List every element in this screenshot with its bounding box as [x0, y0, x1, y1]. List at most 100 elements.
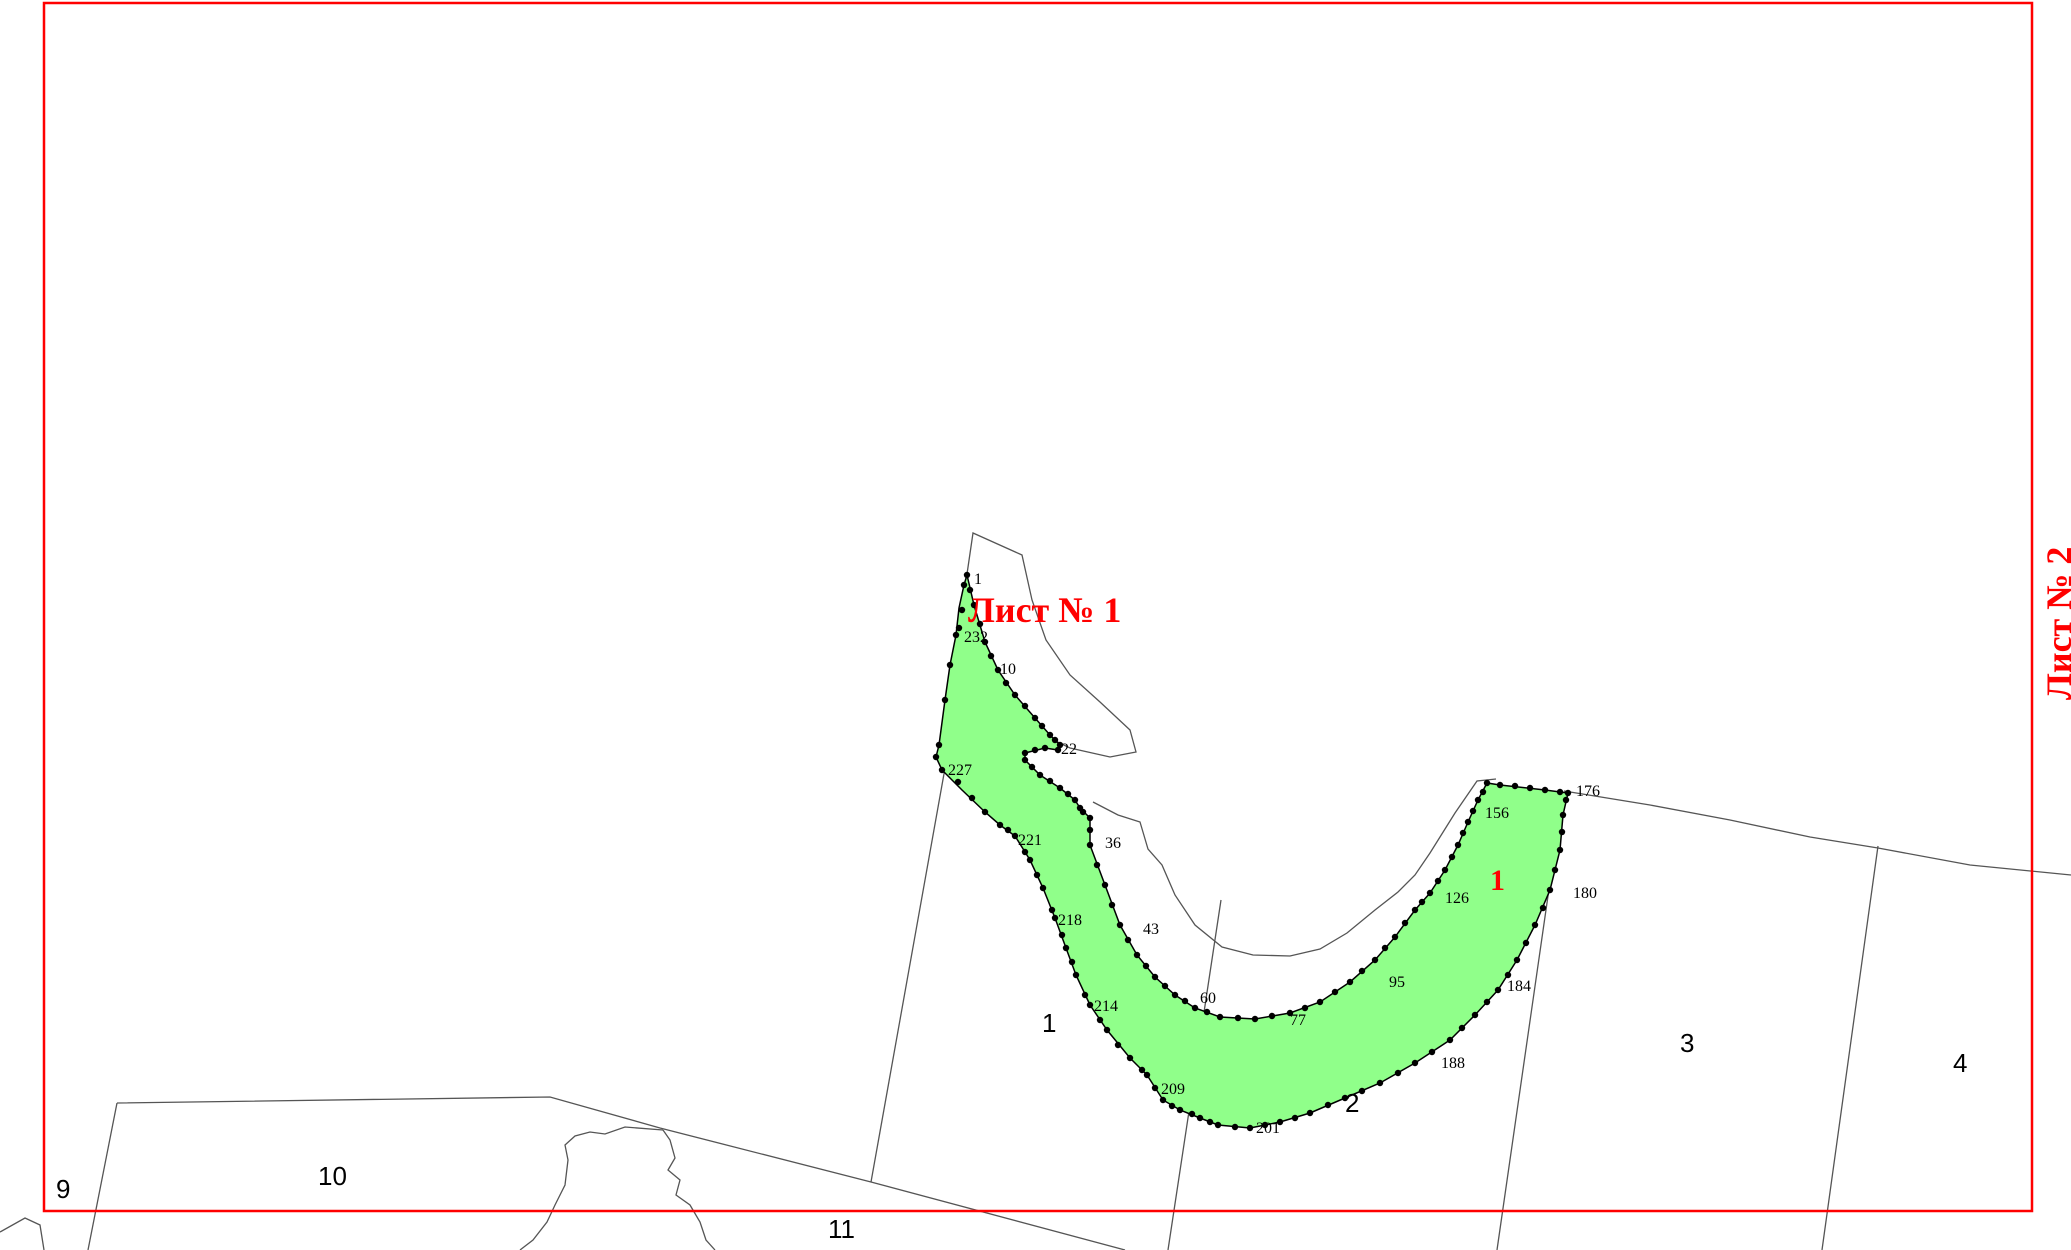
boundary-point: [1216, 1013, 1224, 1021]
boundary-point: [1324, 1101, 1332, 1109]
boundary-point: [960, 581, 968, 589]
parcel-11-boundary: [519, 1126, 664, 1250]
boundary-point: [1531, 921, 1539, 929]
boundary-point: [958, 606, 966, 614]
boundary-point: [1196, 1114, 1204, 1122]
boundary-point: [1096, 1016, 1104, 1024]
boundary-point: [1494, 986, 1502, 994]
boundary-point: [1093, 861, 1101, 869]
boundary-point: [1474, 796, 1482, 804]
boundary-point: [1056, 784, 1064, 792]
boundary-point: [1546, 886, 1554, 894]
boundary-point: [1428, 1048, 1436, 1056]
point-label: 156: [1485, 805, 1509, 822]
boundary-point: [1048, 906, 1056, 914]
boundary-point: [1316, 998, 1324, 1006]
boundary-point: [1448, 853, 1456, 861]
boundary-point: [1026, 856, 1034, 864]
boundary-point: [1171, 991, 1179, 999]
boundary-point: [1081, 991, 1089, 999]
boundary-point: [1028, 763, 1036, 771]
boundary-point: [1301, 1004, 1309, 1012]
boundary-point: [1151, 973, 1159, 981]
boundary-point: [946, 661, 954, 669]
boundary-point: [1504, 971, 1512, 979]
boundary-point: [1021, 848, 1029, 856]
boundary-point: [1231, 1123, 1239, 1131]
boundary-point: [1036, 771, 1044, 779]
parcel-label: 1: [1042, 1008, 1056, 1038]
boundary-point: [1188, 1110, 1196, 1118]
boundary-point: [987, 652, 995, 660]
parcel-9-boundary: [0, 1217, 45, 1250]
boundary-point: [1276, 1118, 1284, 1126]
point-label: 227: [948, 762, 972, 779]
boundary-point: [1038, 722, 1046, 730]
parcel-label: 10: [318, 1161, 347, 1191]
boundary-point: [1004, 826, 1012, 834]
boundary-point: [1041, 744, 1049, 752]
boundary-point: [1058, 931, 1066, 939]
boundary-point: [1251, 1015, 1259, 1023]
point-label: 1: [974, 571, 982, 588]
boundary-point: [970, 601, 978, 609]
boundary-point: [1176, 1106, 1184, 1114]
north-east-boundary: [1563, 790, 2071, 876]
boundary-point: [1496, 781, 1504, 789]
parcel-1-west-line: [870, 756, 948, 1183]
parcel-label: 4: [1953, 1048, 1967, 1078]
boundary-point: [1401, 919, 1409, 927]
point-label: 176: [1576, 783, 1600, 800]
boundary-point: [1062, 944, 1070, 952]
boundary-point: [1046, 731, 1054, 739]
boundary-point: [1381, 944, 1389, 952]
boundary-point: [1539, 904, 1547, 912]
boundary-point: [1103, 1026, 1111, 1034]
point-label: 22: [1061, 741, 1077, 758]
boundary-point: [1181, 997, 1189, 1005]
sheet-label-current: Лист № 1: [968, 590, 1121, 630]
boundary-point: [1168, 1102, 1176, 1110]
boundary-point: [1458, 1024, 1466, 1032]
boundary-point: [1124, 936, 1132, 944]
boundary-point: [1426, 889, 1434, 897]
parcel-10-north-line: [116, 1096, 1126, 1250]
boundary-point: [1086, 841, 1094, 849]
parcel-label: 9: [56, 1174, 70, 1204]
point-label: 214: [1094, 998, 1118, 1015]
parcel-label: 2: [1345, 1088, 1359, 1118]
boundary-point: [1358, 967, 1366, 975]
boundary-point: [1434, 877, 1442, 885]
boundary-point: [1246, 1124, 1254, 1132]
boundary-point: [1371, 956, 1379, 964]
boundary-point: [1039, 884, 1047, 892]
boundary-point: [1214, 1121, 1222, 1129]
boundary-point: [1341, 1094, 1349, 1102]
zone-label: 1: [1490, 864, 1505, 897]
boundary-point: [1021, 749, 1029, 757]
boundary-point: [1291, 1114, 1299, 1122]
boundary-point: [1331, 988, 1339, 996]
boundary-point: [1064, 790, 1072, 798]
boundary-point: [1346, 978, 1354, 986]
boundary-point: [1511, 782, 1519, 790]
boundary-point: [1133, 951, 1141, 959]
boundary-point: [1076, 804, 1084, 812]
river-inner-boundary: [1092, 778, 1497, 957]
boundary-point: [1021, 756, 1029, 764]
parcel-2-3-divider: [1496, 888, 1550, 1250]
boundary-point: [1206, 1118, 1214, 1126]
boundary-point: [1051, 914, 1059, 922]
boundary-point: [1116, 921, 1124, 929]
boundary-point: [1086, 826, 1094, 834]
point-label: 95: [1389, 974, 1405, 991]
boundary-point: [1161, 982, 1169, 990]
boundary-point: [1556, 788, 1564, 796]
boundary-point: [966, 586, 974, 594]
point-label: 10: [1000, 661, 1016, 678]
point-label: 43: [1143, 921, 1159, 938]
boundary-point: [941, 696, 949, 704]
point-labels: 1 232 10 22 227 36 221 43 218 60 214 209…: [948, 571, 1600, 1137]
boundary-point: [1541, 786, 1549, 794]
boundary-point: [1261, 1121, 1269, 1129]
